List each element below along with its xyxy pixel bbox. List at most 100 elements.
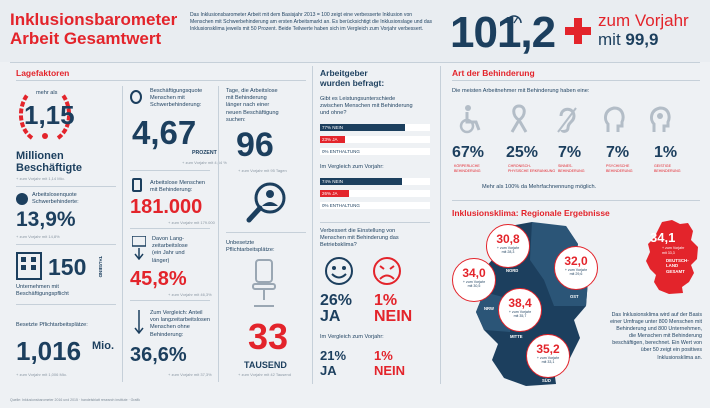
tage-label-2: mit Behinderung [226, 95, 267, 102]
region-name-ost: OST [570, 294, 579, 299]
art-value-4: 7% [606, 144, 630, 161]
divider [320, 222, 430, 223]
unbesetzt-note: + zum Vorjahr mit 42 Tausend [238, 372, 291, 377]
germany-total-map [646, 220, 698, 294]
divider [440, 66, 441, 384]
arrow-down-icon [134, 310, 144, 334]
region-note1-nord: + zum Vorjahr [496, 246, 520, 250]
region-name-nrw: NRW [484, 306, 494, 311]
arbeitslose-value: 181.000 [130, 196, 203, 218]
art-label-1a: KÖRPERLICHE [454, 164, 480, 168]
arrow-down-icon [132, 236, 146, 260]
region-note1-nrw: + zum Vorjahr [462, 280, 486, 284]
beschaeftigung-value: 4,67 [132, 114, 197, 151]
arbeitslose-label-1: Arbeitslose Menschen [150, 180, 206, 186]
divider [312, 66, 313, 384]
wheelchair-icon [459, 105, 481, 134]
arbeitgeber-title-1: Arbeitgeber [320, 68, 368, 78]
vergleich-value: 36,6% [130, 344, 187, 366]
divider [16, 186, 116, 187]
divider [130, 228, 210, 229]
art-label-3: SINNES- BEHINDERUNG [558, 164, 585, 173]
art-label-5b: BEHINDERUNG [654, 168, 681, 173]
q2-nein-label: 74% NEIN [322, 179, 344, 184]
building-icon [16, 252, 42, 280]
region-badge-ost: 32,0 + zum Vorjahr mit 29,6 [554, 246, 598, 290]
art-label-5a: GEISTIGE [654, 164, 671, 168]
art-label-1: KÖRPERLICHE BEHINDERUNG [454, 164, 481, 173]
divider [16, 244, 116, 245]
nein2-value: 1% [374, 348, 393, 363]
art-value-5: 1% [654, 144, 678, 161]
section-title-art: Art der Behinderung [452, 68, 535, 78]
vergleich-label-2: von langzeitarbeitslosen [150, 317, 211, 324]
head-icon [604, 106, 625, 132]
langzeit-label-4: länger) [152, 257, 170, 264]
q3-line-3: Betriebsklima? [320, 242, 357, 249]
tage-label: Tage, die Arbeitslose mit Behinderung lä… [226, 88, 279, 124]
plaetze-value: 1,016 [16, 336, 82, 366]
region-badge-nrw: 34,0 + zum Vorjahr mit 30,5 [452, 258, 496, 302]
divider [226, 232, 306, 233]
intro-text: Das Inklusionsbarometer Arbeit mit dem B… [190, 12, 433, 32]
region-value-sued: 35,2 [536, 342, 560, 356]
langzeit-value: 45,8% [130, 268, 187, 290]
page-title: Inklusionsbarometer Arbeit Gesamtwert [10, 10, 177, 48]
q2-nein-bar: 74% NEIN [320, 178, 430, 185]
langzeit-label-3: (ein Jahr und [152, 250, 185, 257]
region-name-sued: SÜD [542, 378, 551, 383]
millionen-value: 1,15 [24, 100, 75, 130]
art-subtitle: Die meisten Arbeitnehmer mit Behinderung… [452, 88, 590, 94]
vergleich-label-3: Menschen ohne [150, 324, 190, 331]
gesamt-note-1: + zum Vorjahr [662, 246, 685, 250]
art-label-4b: BEHINDERUNG [606, 168, 633, 173]
langzeit-note: + zum Vorjahr mit 46,3% [168, 292, 212, 297]
region-name-nord: NORD [506, 268, 519, 273]
vergleich-label-4: Behinderung: [150, 331, 184, 338]
brain-icon [650, 106, 671, 132]
arbeitgeber-title-2: wurden befragt: [320, 78, 385, 88]
art-label-4: PSYCHISCHE BEHINDERUNG [606, 164, 633, 173]
region-note2-nord: mit 28,3 [501, 250, 515, 254]
unternehmen-label-2: Beschäftigungspflicht [16, 291, 69, 298]
region-note2-mitte: mit 35,7 [513, 314, 527, 318]
region-note1-mitte: + zum Vorjahr [508, 310, 532, 314]
title-line-1: Inklusionsbarometer [10, 10, 178, 29]
art-value-1: 67% [452, 144, 485, 161]
art-note: Mehr als 100% da Mehrfachnennung möglich… [482, 184, 597, 190]
quote-label: Arbeitslosenquote Schwerbehinderte: [32, 192, 79, 206]
magnifier-icon [246, 182, 286, 223]
unbesetzt-label-2: Pflichtarbeitsplätze: [226, 247, 275, 254]
section-title-klima: Inklusionsklima: Regionale Ergebnisse [452, 208, 610, 218]
quote-value: 13,9% [16, 208, 76, 231]
nein-value: 1% [374, 292, 398, 309]
divider [16, 304, 116, 305]
langzeit-label: Davon Lang- zeitarbeitslose (ein Jahr un… [152, 236, 188, 265]
q2-text: Im Vergleich zum Vorjahr: [320, 164, 384, 170]
langzeit-label-1: Davon Lang- [152, 236, 185, 242]
region-name-mitte: MITTE [510, 334, 523, 339]
q2-ja-bar: 26% JA [320, 190, 430, 197]
smiley-sad-icon [373, 257, 401, 285]
art-label-4a: PSYCHISCHE [606, 164, 630, 168]
unbesetzt-unit: TAUSEND [244, 360, 287, 370]
title-line-2: Arbeit Gesamtwert [10, 29, 162, 48]
millionen-label-2: Beschäftigte [16, 162, 83, 174]
q3-text: Verbessert die Einstellung von Menschen … [320, 228, 399, 250]
hourglass-icon [132, 178, 142, 192]
beschaeftigung-label-1: Beschäftigungsquote [150, 88, 203, 94]
unternehmen-label: Unternehmen mit Beschäftigungspflicht [16, 284, 69, 298]
region-note2-sued: mit 33,1 [541, 360, 555, 364]
region-note2-nrw: mit 30,5 [467, 284, 481, 288]
region-value-mitte: 38,4 [508, 296, 532, 310]
tage-label-1: Tage, die Arbeitslose [226, 88, 278, 94]
region-badge-mitte: 38,4 + zum Vorjahr mit 35,7 [498, 288, 542, 332]
art-label-2: CHRONISCH- PHYSISCHE ERKRANKUNG [508, 164, 555, 173]
divider [452, 200, 700, 201]
q1-enthaltung-label: 0% ENTHALTUNG [322, 149, 360, 154]
ear-icon [557, 107, 577, 133]
klima-text: Das Inklusionsklima wird auf der Basis e… [610, 312, 702, 361]
nein-label: NEIN [374, 308, 413, 325]
header [0, 0, 710, 62]
ja-value: 26% [320, 292, 353, 309]
